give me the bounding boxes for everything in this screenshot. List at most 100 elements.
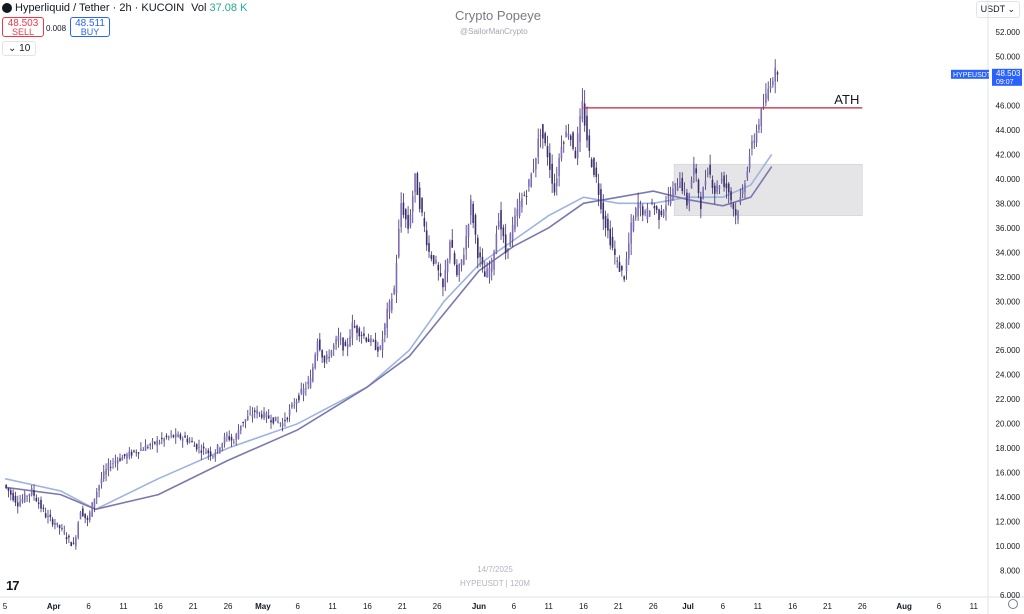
y-tick-label: 34.000 [996, 248, 1021, 257]
candle-body [200, 450, 203, 453]
candle-body [349, 336, 351, 346]
candle-body [298, 395, 300, 401]
y-tick-label: 24.000 [996, 371, 1021, 380]
candle-body [470, 199, 472, 216]
candle-body [56, 522, 59, 526]
moving-average-fast [4, 153, 773, 511]
candle-body [579, 116, 581, 142]
y-tick-label: 44.000 [996, 126, 1021, 135]
candle-body [49, 514, 52, 518]
candle-body [653, 206, 656, 209]
candle-body [723, 175, 725, 187]
candle-body [709, 164, 711, 175]
candle-body [300, 388, 303, 394]
x-tick-label: 16 [363, 602, 372, 611]
candle-body [500, 210, 502, 230]
candle-body [511, 224, 514, 240]
candle-body [483, 271, 486, 277]
candle-body [374, 339, 377, 350]
candle-body [253, 410, 256, 413]
candle-body [240, 425, 242, 431]
candle-body [358, 328, 361, 337]
sell-button[interactable]: 48.503 SELL [2, 17, 44, 37]
candle-body [312, 367, 314, 382]
candle-body [398, 228, 400, 257]
candle-body [560, 146, 563, 159]
candle-body [42, 507, 45, 509]
candle-body [10, 490, 12, 495]
candle-body [144, 445, 147, 451]
candle-body [314, 354, 316, 368]
candle-body [223, 436, 226, 444]
candle-body [147, 446, 149, 448]
symbol-title: Hyperliquid / Tether · 2h · KUCOIN [15, 2, 185, 14]
ath-label: ATH [834, 92, 859, 107]
candle-body [260, 414, 263, 418]
candle-body [760, 109, 763, 126]
x-tick-label: 21 [398, 602, 407, 611]
candle-body [446, 259, 449, 273]
candle-body [33, 490, 35, 496]
candle-body [600, 189, 602, 210]
candle-body [207, 450, 210, 454]
watermark-symbol: HYPEUSDT | 120M [460, 579, 530, 588]
buy-button[interactable]: 48.511 BUY [70, 17, 110, 37]
candle-body [353, 325, 356, 328]
candle-body [54, 523, 56, 525]
candle-body [221, 443, 224, 449]
x-tick-label: 6 [937, 602, 942, 611]
candle-body [325, 354, 328, 360]
candle-body [82, 508, 84, 517]
candle-body [707, 172, 709, 174]
candle-body [720, 178, 723, 182]
candle-body [407, 215, 409, 229]
candle-body [586, 115, 588, 141]
x-tick-label: 11 [119, 602, 128, 611]
candle-body [432, 255, 435, 264]
candle-body [525, 196, 528, 197]
x-tick-label: 16 [579, 602, 588, 611]
watermark-date: 14/7/2025 [477, 565, 513, 574]
candle-body [186, 438, 189, 443]
candle-body [439, 272, 442, 276]
settings-icon[interactable] [1008, 599, 1018, 609]
currency-selector[interactable]: USDT ⌄ [975, 1, 1020, 18]
x-tick-label: 6 [86, 602, 91, 611]
candle-body [755, 130, 758, 143]
candle-body [662, 210, 665, 217]
candle-body [286, 417, 289, 420]
x-tick-label: 26 [433, 602, 442, 611]
indicator-toggle[interactable]: ⌄ 10 [2, 41, 37, 56]
candle-body [549, 152, 551, 170]
symbol-legend[interactable]: Hyperliquid / Tether · 2h · KUCOIN Vol 3… [2, 2, 247, 14]
candle-body [381, 338, 384, 351]
candle-body [372, 340, 375, 342]
candle-body [697, 179, 700, 193]
candle-body [86, 517, 89, 520]
x-tick-label: 6 [296, 602, 301, 611]
candle-body [112, 463, 114, 464]
candle-body [391, 298, 393, 311]
buy-price: 48.511 [75, 18, 105, 29]
candle-body [142, 449, 145, 451]
candle-body [614, 248, 616, 255]
y-tick-label: 10.000 [996, 542, 1021, 551]
candle-body [637, 202, 639, 217]
candle-body [537, 138, 540, 158]
y-tick-label: 6.000 [1000, 591, 1021, 600]
candle-body [688, 193, 691, 204]
candle-body [202, 446, 205, 449]
candle-body [504, 234, 507, 254]
candle-body [344, 341, 347, 346]
candle-body [514, 215, 516, 230]
candle-body [572, 132, 574, 149]
candle-body [98, 485, 100, 491]
candle-body [665, 205, 667, 211]
candle-body [70, 542, 73, 547]
candle-body [544, 133, 546, 144]
candle-body [463, 254, 465, 265]
sell-price: 48.503 [7, 18, 39, 29]
candle-body [119, 458, 121, 461]
candle-body [739, 197, 742, 203]
